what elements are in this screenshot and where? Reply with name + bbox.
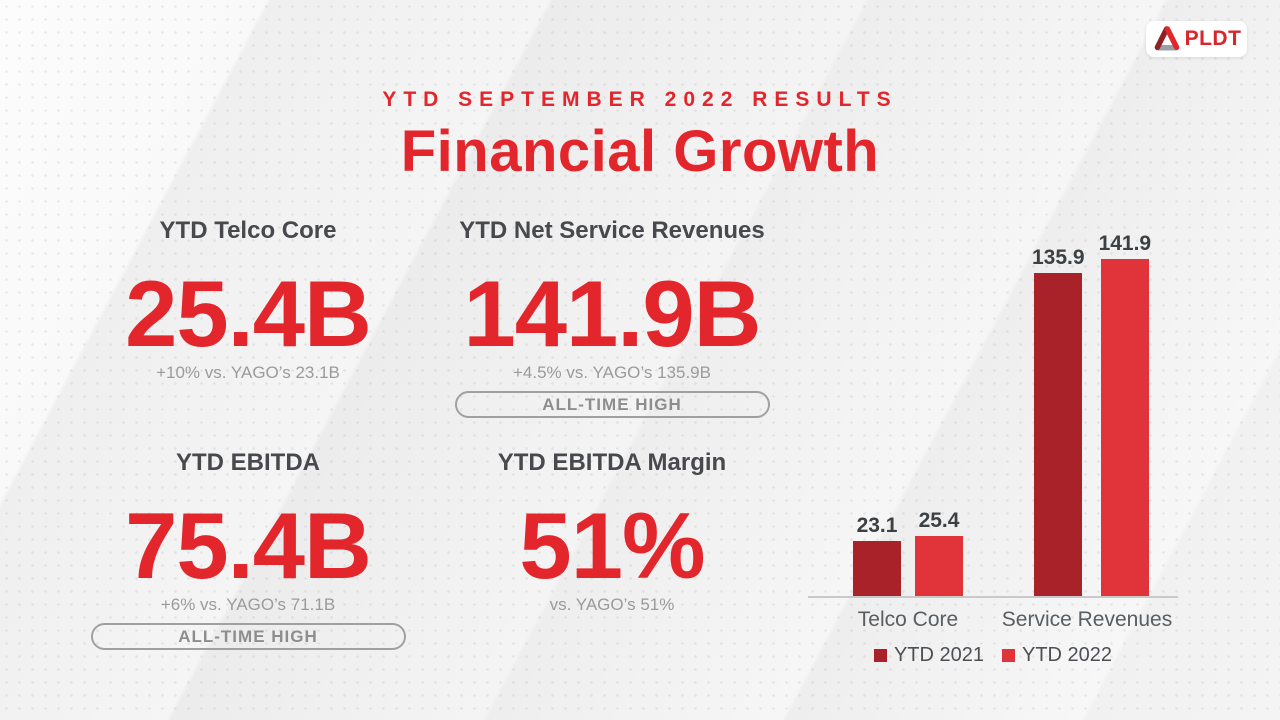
slide-eyebrow: YTD SEPTEMBER 2022 RESULTS	[382, 88, 898, 111]
kpi-net-service-revenues: YTD Net Service Revenues 141.9B +4.5% vs…	[432, 216, 792, 418]
pldt-logo-text: PLDT	[1184, 27, 1242, 50]
bar-group-telco-core: 23.1 25.4	[853, 509, 963, 596]
legend-label: YTD 2021	[893, 644, 984, 666]
legend-label: YTD 2022	[1022, 644, 1113, 666]
kpi-ebitda-label: YTD EBITDA	[176, 449, 320, 476]
all-time-high-badge: ALL-TIME HIGH	[454, 391, 770, 418]
chart-plot: 23.1 25.4 135.9 141.9	[808, 232, 1178, 598]
x-axis-label-service-revenues: Service Revenues	[1001, 608, 1173, 631]
bar-ytd-2021-service-revenues	[1034, 273, 1083, 596]
kpi-ebitda-margin-label: YTD EBITDA Margin	[497, 449, 727, 476]
kpi-ebitda-margin: YTD EBITDA Margin 51% vs. YAGO’s 51%	[432, 448, 792, 615]
bar-column: 135.9	[1032, 246, 1085, 596]
kpi-telco-core-label: YTD Telco Core	[159, 217, 337, 244]
bar-ytd-2022-telco-core	[915, 536, 963, 596]
bar-column: 23.1	[853, 514, 901, 596]
legend-item-ytd-2022: YTD 2022	[1002, 644, 1112, 667]
all-time-high-badge: ALL-TIME HIGH	[90, 623, 406, 650]
bar-value-label: 141.9	[1098, 232, 1152, 255]
kpi-net-service-revenues-value: 141.9B	[463, 261, 761, 366]
x-axis-label-telco-core: Telco Core	[857, 608, 959, 631]
legend-swatch-icon	[873, 649, 887, 662]
kpi-ebitda: YTD EBITDA 75.4B +6% vs. YAGO’s 71.1B AL…	[68, 448, 428, 650]
kpi-telco-core: YTD Telco Core 25.4B +10% vs. YAGO’s 23.…	[68, 216, 428, 383]
kpi-ebitda-delta: +6% vs. YAGO’s 71.1B	[160, 595, 336, 614]
kpi-ebitda-margin-delta: vs. YAGO’s 51%	[549, 595, 675, 614]
revenue-bar-chart: 23.1 25.4 135.9 141.9 YTD 2021 YTD 2022 Telc…	[808, 232, 1178, 680]
bar-ytd-2021-telco-core	[853, 541, 901, 596]
kpi-ebitda-value: 75.4B	[125, 493, 372, 598]
kpi-net-service-revenues-label: YTD Net Service Revenues	[459, 217, 765, 244]
kpi-net-service-revenues-delta: +4.5% vs. YAGO’s 135.9B	[513, 363, 711, 382]
page-title: Financial Growth	[400, 119, 880, 184]
bar-ytd-2022-service-revenues	[1100, 259, 1149, 596]
chart-legend: YTD 2021 YTD 2022	[808, 644, 1178, 667]
bar-column: 25.4	[915, 509, 963, 596]
bar-value-label: 25.4	[918, 509, 960, 532]
bar-group-service-revenues: 135.9 141.9	[1032, 232, 1151, 596]
pldt-logo: PLDT	[1146, 21, 1247, 57]
bar-value-label: 23.1	[856, 514, 898, 537]
kpi-telco-core-delta: +10% vs. YAGO’s 23.1B	[156, 363, 340, 382]
legend-swatch-icon	[1002, 649, 1015, 662]
pldt-triangle-icon	[1152, 24, 1182, 54]
bar-value-label: 135.9	[1032, 246, 1085, 269]
kpi-telco-core-value: 25.4B	[125, 261, 372, 366]
legend-item-ytd-2021: YTD 2021	[873, 644, 984, 667]
bar-column: 141.9	[1098, 232, 1152, 596]
kpi-ebitda-margin-value: 51%	[519, 493, 705, 598]
